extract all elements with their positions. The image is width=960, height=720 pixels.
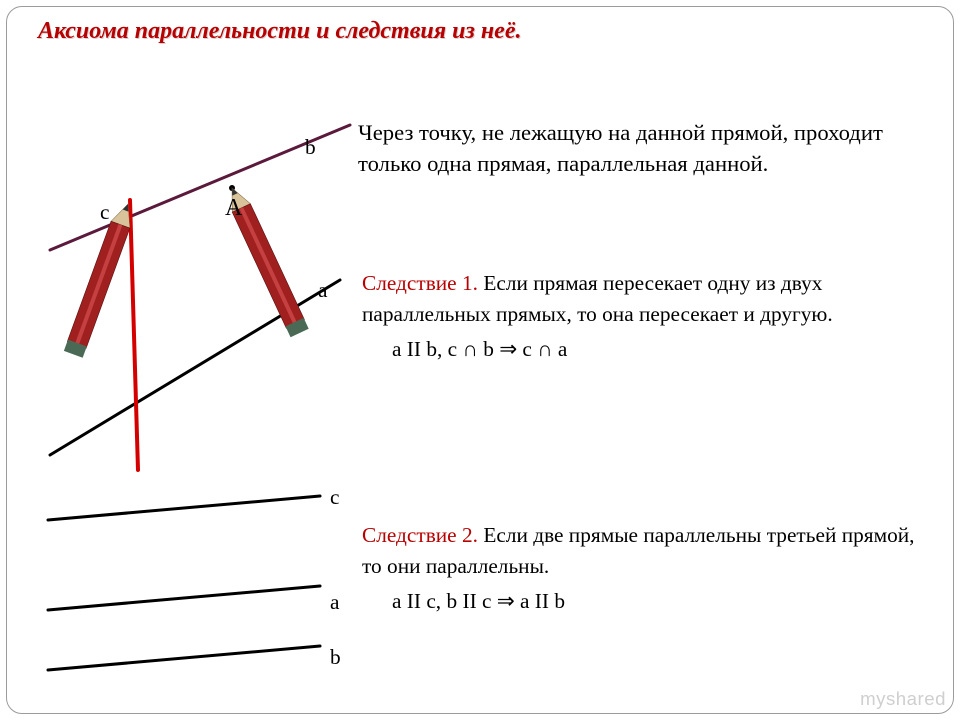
label2-line-b: b: [330, 645, 341, 670]
label-point-A: А: [225, 195, 242, 222]
corollary-1-formula: a II b, c ∩ b ⇒ c ∩ a: [392, 334, 932, 365]
label-line-a: a: [318, 278, 327, 303]
slide-title: Аксиома параллельности и следствия из не…: [38, 18, 521, 45]
axiom-text: Через точку, не лежащую на данной прямой…: [358, 118, 918, 179]
corollary-2: Следствие 2. Если две прямые параллельны…: [362, 520, 932, 617]
label-line-c: с: [100, 200, 109, 225]
watermark: myshared: [860, 688, 946, 710]
label2-line-c: с: [330, 485, 339, 510]
corollary-1-label: Следствие 1.: [362, 271, 478, 295]
corollary-1: Следствие 1. Если прямая пересекает одну…: [362, 268, 932, 365]
label-line-b: b: [305, 135, 316, 160]
label2-line-a: a: [330, 590, 339, 615]
corollary-2-label: Следствие 2.: [362, 523, 478, 547]
corollary-2-formula: a II c, b II c ⇒ a II b: [392, 586, 932, 617]
